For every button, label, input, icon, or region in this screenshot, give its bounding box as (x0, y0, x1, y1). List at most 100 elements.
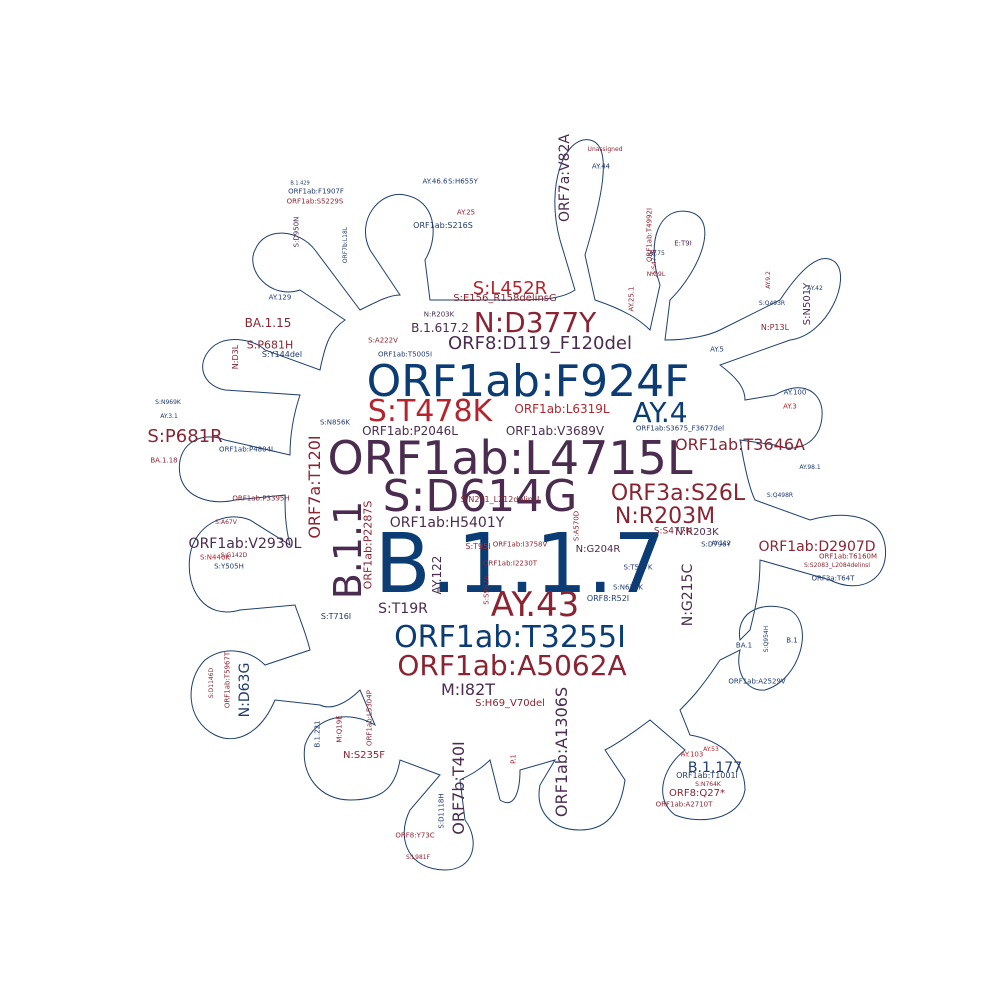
word-label: ORF1ab:T3255I (394, 620, 626, 655)
word-label: N:D377Y (473, 306, 597, 339)
word-label: S:D1146D (208, 667, 215, 699)
word-label: S:P681R (147, 426, 223, 447)
word-label: ORF1ab:P2046L (362, 424, 458, 438)
word-label: ORF1ab:L6319L (514, 402, 610, 416)
word-label: AY.46.6 (422, 177, 448, 186)
word-label: S:A570D (572, 510, 581, 542)
word-label: AY.103 (680, 750, 704, 759)
word-label: AY.129 (268, 293, 292, 302)
word-label: ORF8:R52I (586, 594, 630, 603)
word-label: AY.5 (710, 345, 724, 354)
word-label: S:D950N (292, 216, 301, 248)
word-label: ORF1ab:V3689V (505, 424, 605, 438)
word-label: S:L981F (405, 854, 431, 861)
word-label: ORF1ab:P2287S (361, 500, 375, 590)
word-label: ORF1ab:D2907D (758, 539, 876, 555)
word-label: S:N211_L212delinsI (460, 495, 540, 504)
word-label: S:D1118H (437, 793, 446, 829)
word-label: S:Q498R (766, 492, 794, 499)
word-label: N:Q9L (646, 271, 666, 278)
word-label: AY.112 (711, 540, 731, 547)
virus-shape (178, 139, 887, 871)
word-label: ORF3a:T64T (811, 574, 855, 583)
word-label: S:Q493R (758, 300, 786, 307)
word-label: S:T95I (465, 542, 491, 551)
word-label: ORF7b:L18L (342, 226, 349, 264)
word-label: S:A67V (215, 519, 237, 526)
word-label: ORF1ab:T1001I (676, 771, 738, 780)
word-label: S:T547K (623, 563, 653, 572)
word-label: S:S477N (653, 526, 693, 537)
word-label: ORF1ab:P3395H (232, 494, 290, 503)
word-label: M:I82T (440, 680, 496, 699)
word-label: ORF1ab:S5229S (286, 197, 344, 206)
word-label: ORF8:Q27* (669, 788, 725, 799)
word-label: AY.42 (807, 285, 823, 292)
word-label: N:R203M (614, 504, 716, 529)
word-label: S:H655Y (448, 177, 478, 186)
word-label: B.1 (786, 636, 798, 645)
word-label: N:G215C (680, 563, 696, 627)
word-label: ORF8:Y73C (395, 831, 435, 840)
word-label: S:S2083_L2084delinsI (803, 562, 871, 569)
word-label: ORF1ab:T5005I (377, 350, 433, 359)
word-label: ORF1ab:H5401Y (389, 515, 505, 531)
word-label: AY.100 (783, 388, 807, 397)
word-label: AY.3.1 (160, 413, 178, 420)
word-label: S:Y505H (214, 562, 244, 571)
word-label: N:D3L (231, 344, 240, 370)
word-label: S:E156_R158delinsG (453, 293, 557, 304)
word-label: B.1.429 (290, 180, 310, 187)
word-label: ORF1ab:I2230T (482, 559, 538, 568)
word-label: AY.4 (632, 396, 688, 429)
word-label: M:Q19E (335, 715, 344, 743)
word-label: ORF1ab:A5062A (397, 649, 627, 682)
word-label: S:S982A (482, 575, 491, 605)
word-label: ORF1ab:A2710T (655, 800, 713, 809)
word-label: E:T9I (674, 239, 692, 248)
word-label: S:G142D (220, 552, 248, 559)
word-label: S:D796Y (701, 540, 731, 549)
word-label: S:Q954H (763, 625, 770, 653)
word-label: S:Y144del (261, 350, 303, 359)
word-label: N:S235F (342, 750, 386, 761)
word-label: BA.1.18 (150, 456, 178, 465)
word-label: S:A222V (368, 336, 398, 345)
word-label: AY.9.2 (765, 271, 772, 289)
word-label: ORF7b:T40I (449, 741, 468, 835)
word-label: ORF1ab:A2529V (728, 677, 786, 686)
word-label: S:L452R (472, 278, 548, 299)
word-label: P.1 (509, 754, 518, 764)
word-label: N:P13L (760, 323, 790, 332)
word-label: AY.25 (456, 208, 476, 217)
word-label: B.1.221 (313, 720, 322, 748)
word-label: N:D63G (237, 662, 253, 718)
word-label: ORF1ab:L4715L (327, 431, 693, 485)
word-label: ORF1ab:S216S (413, 221, 473, 230)
word-label: AY.3 (783, 402, 797, 411)
word-label: S:T19R (378, 601, 428, 617)
word-label: S:N856K (320, 418, 350, 427)
word-label: ORF3a:S26L (610, 481, 746, 506)
word-label: AY.43 (490, 585, 580, 625)
word-label: ORF1ab:T3646A (675, 435, 805, 454)
word-label: B.1.617.2 (411, 321, 469, 335)
word-label: S:H69_V70del (475, 698, 545, 709)
word-label: N:R203K (423, 310, 455, 319)
word-label: ORF1ab:F1907F (288, 187, 344, 196)
word-label: ORF1ab:I3758V (492, 540, 548, 549)
word-label: ORF1ab:L5304P (365, 690, 374, 746)
word-label: AY.122 (430, 555, 444, 595)
word-label: ORF1ab:T6160M (818, 552, 878, 561)
word-label: Unassigned (587, 146, 623, 153)
word-label: S:T716I (320, 612, 352, 621)
word-label: ORF1ab:S3675_F3677del (635, 424, 725, 433)
word-label: ORF1ab:F924F (366, 356, 690, 407)
word-label: S:P681H (246, 338, 294, 352)
word-label: S:T478K (367, 394, 493, 429)
word-label: ORF7a:V82A (557, 134, 573, 222)
word-label: B.1.177 (687, 760, 743, 776)
